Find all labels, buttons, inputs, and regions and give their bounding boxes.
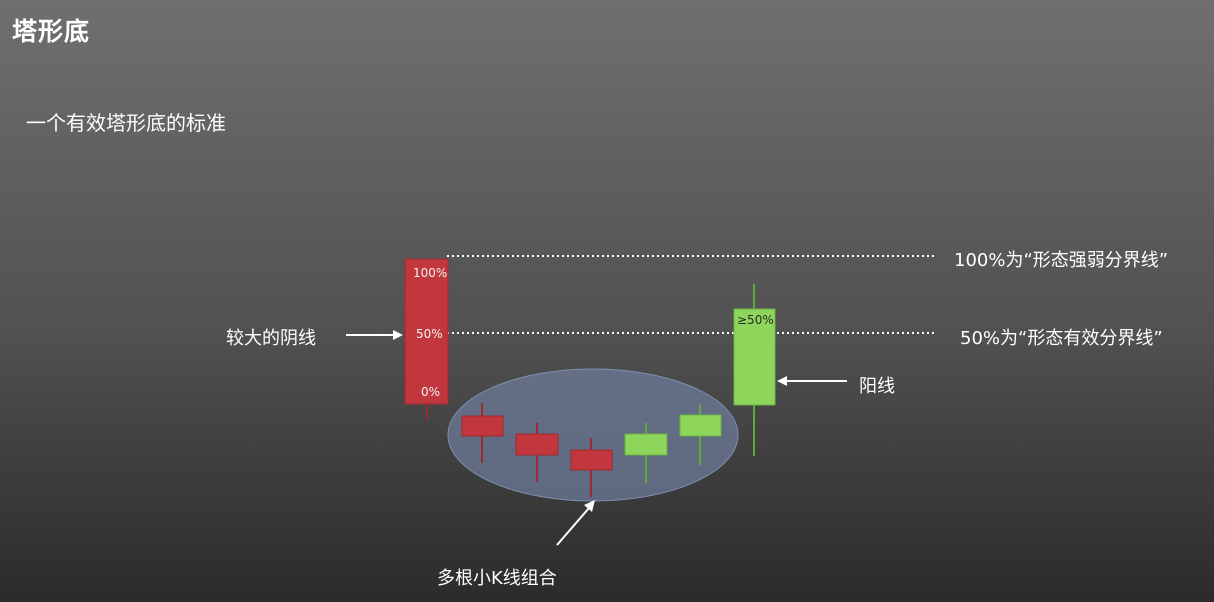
arrow-to-group — [556, 500, 595, 546]
slide-title: 塔形底 — [12, 17, 91, 46]
small-candle-1 — [461, 403, 504, 463]
big-bearish-candle — [404, 258, 449, 405]
pct-100-label: 100% — [413, 266, 448, 280]
line-100-label: 100%为“形态强弱分界线” — [954, 250, 1169, 271]
big-bullish-candle — [733, 308, 776, 406]
small-candle-2 — [515, 423, 559, 482]
pct-50-label: 50% — [416, 327, 443, 341]
small-candle-3 — [570, 438, 613, 497]
big-bearish-label: 较大的阴线 — [226, 328, 316, 349]
arrow-to-bullish — [777, 376, 847, 386]
pct-0-label: 0% — [421, 385, 441, 399]
bullish-label: 阳线 — [859, 376, 895, 397]
line-50-label: 50%为“形态有效分界线” — [960, 328, 1163, 349]
slide-subtitle: 一个有效塔形底的标准 — [26, 111, 226, 135]
small-candle-5 — [679, 404, 722, 465]
small-group-label: 多根小K线组合 — [437, 568, 557, 589]
arrow-to-bearish — [346, 330, 403, 340]
small-candle-4 — [624, 423, 668, 483]
pct-ge50-label: ≥50% — [737, 313, 774, 327]
